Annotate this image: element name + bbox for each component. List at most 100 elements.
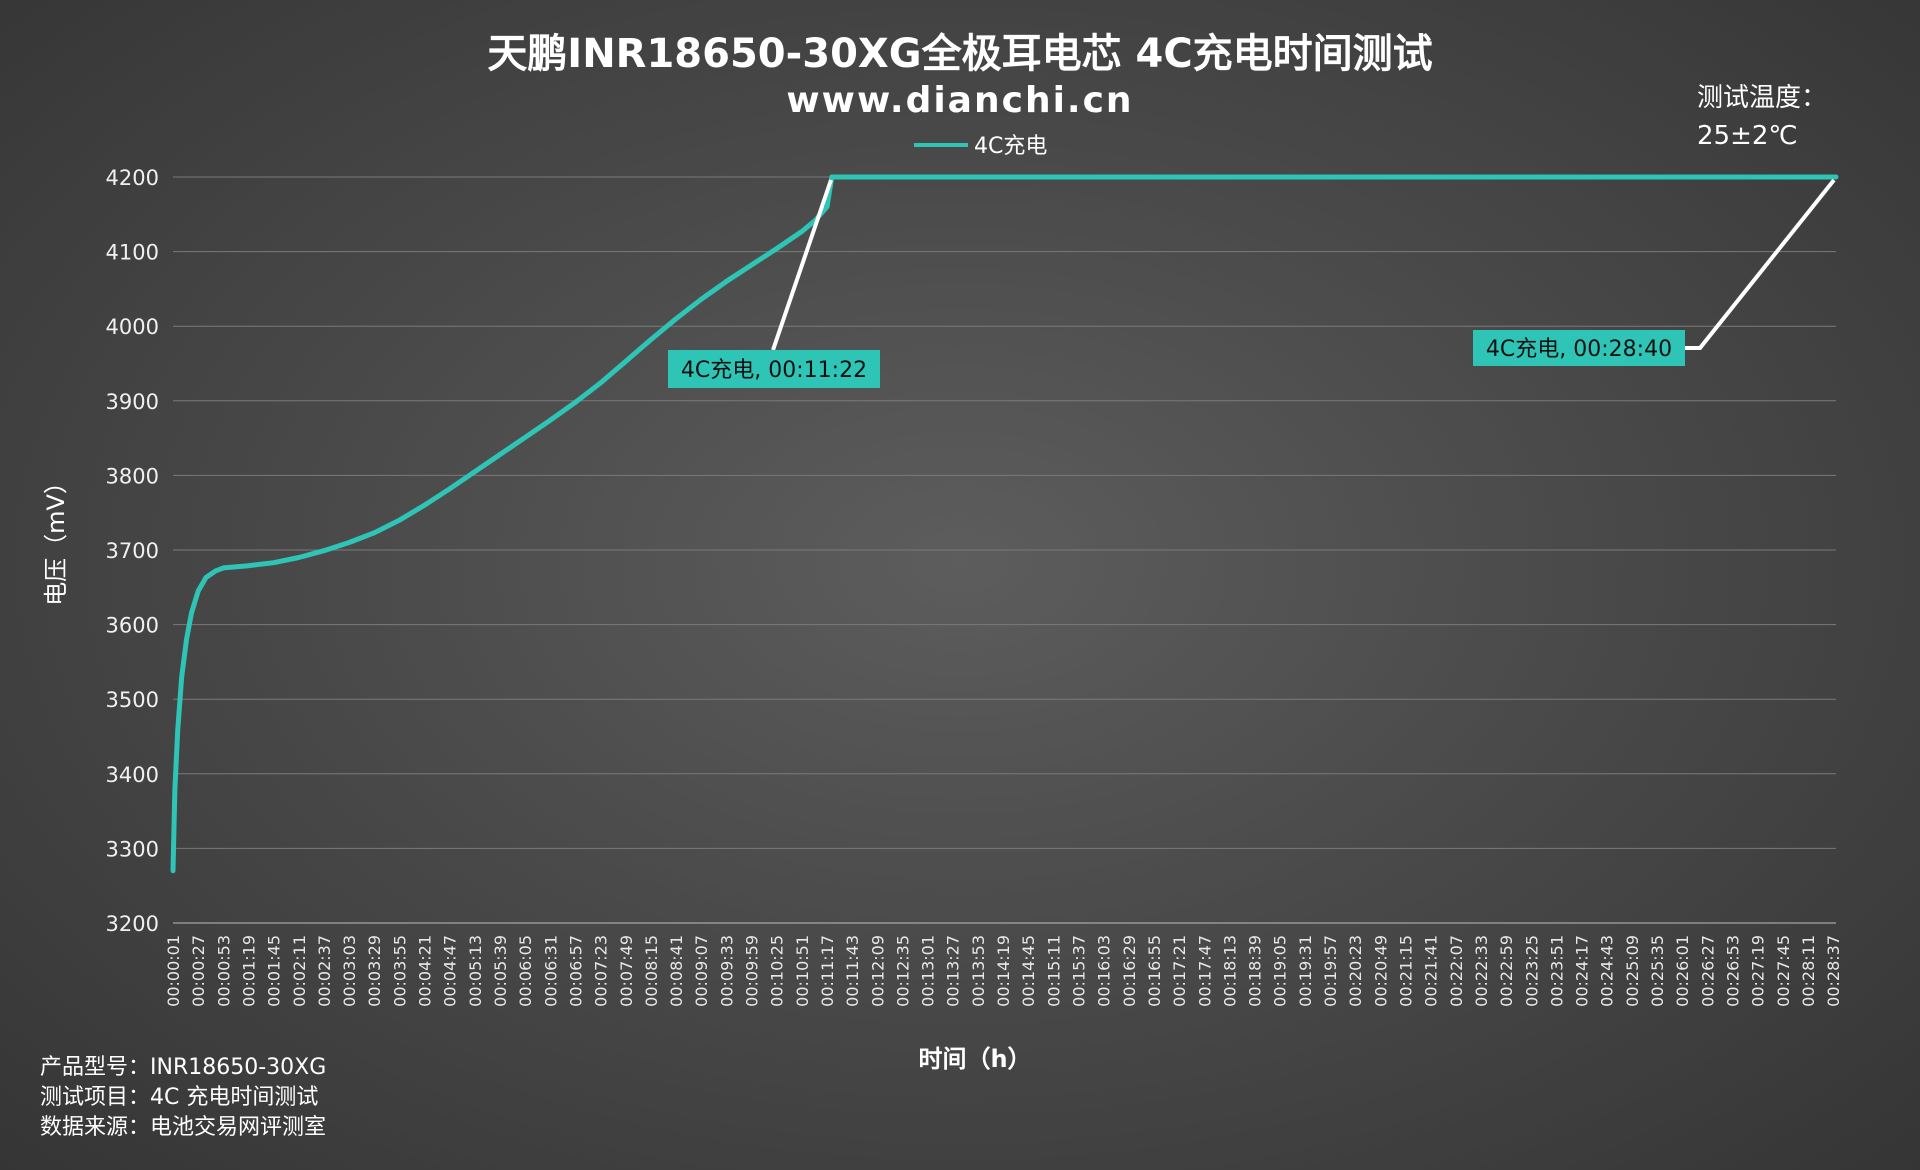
- temperature-note-label: 测试温度：: [1697, 83, 1827, 113]
- x-tick-label: 00:07:49: [617, 935, 636, 1007]
- x-tick-label: 00:15:11: [1044, 935, 1063, 1007]
- x-tick-label: 00:13:27: [944, 935, 963, 1007]
- x-tick-label: 00:04:47: [441, 935, 460, 1007]
- x-tick-label: 00:17:47: [1195, 935, 1214, 1007]
- x-tick-label: 00:15:37: [1070, 935, 1089, 1007]
- footnote-test-item: 测试项目：4C 充电时间测试: [40, 1085, 318, 1110]
- grid: [173, 176, 1836, 924]
- y-tick-label: 3600: [106, 614, 159, 638]
- series-group: [170, 174, 1839, 874]
- x-tick-label: 00:19:31: [1296, 935, 1315, 1007]
- x-tick-label: 00:18:39: [1246, 935, 1265, 1007]
- x-tick-label: 00:05:13: [466, 935, 485, 1007]
- x-tick-label: 00:21:15: [1396, 935, 1415, 1007]
- y-tick-label: 3200: [106, 912, 159, 936]
- x-tick-label: 00:07:23: [592, 935, 611, 1007]
- x-tick-label: 00:03:55: [390, 935, 409, 1007]
- footnote-source: 数据来源：电池交易网评测室: [40, 1115, 326, 1140]
- y-tick-label: 4000: [106, 315, 159, 339]
- chart-title: 天鹏INR18650-30XG全极耳电芯 4C充电时间测试: [487, 31, 1432, 77]
- y-tick-label: 3900: [106, 390, 159, 414]
- legend-label: 4C充电: [974, 134, 1047, 159]
- annotation-leader: [771, 179, 833, 351]
- x-tick-label: 00:02:11: [290, 935, 309, 1007]
- x-tick-label: 00:06:05: [516, 935, 535, 1007]
- x-tick-label: 00:13:53: [969, 935, 988, 1007]
- x-tick-label: 00:26:53: [1723, 935, 1742, 1007]
- x-tick-label: 00:28:11: [1799, 935, 1818, 1007]
- x-tick-label: 00:22:07: [1447, 935, 1466, 1007]
- x-tick-label: 00:28:37: [1824, 935, 1843, 1007]
- x-tick-label: 00:22:59: [1497, 935, 1516, 1007]
- chart-subtitle: www.dianchi.cn: [786, 80, 1133, 121]
- x-tick-label: 00:00:27: [189, 935, 208, 1007]
- x-tick-label: 00:16:03: [1095, 935, 1114, 1007]
- x-tick-label: 00:20:49: [1371, 935, 1390, 1007]
- x-tick-label: 00:12:09: [868, 935, 887, 1007]
- x-tick-label: 00:09:33: [717, 935, 736, 1007]
- y-tick-label: 4100: [106, 241, 159, 265]
- x-tick-label: 00:08:41: [667, 935, 686, 1007]
- x-axis-label: 时间（h）: [918, 1045, 1031, 1073]
- x-tick-label: 00:03:03: [340, 935, 359, 1007]
- y-tick-label: 3700: [106, 539, 159, 563]
- x-tick-label: 00:27:45: [1774, 935, 1793, 1007]
- x-tick-label: 00:12:35: [893, 935, 912, 1007]
- y-tick-label: 3300: [106, 837, 159, 861]
- x-tick-label: 00:20:23: [1346, 935, 1365, 1007]
- x-tick-label: 00:23:51: [1547, 935, 1566, 1007]
- x-tick-label: 00:27:19: [1749, 935, 1768, 1007]
- annotation-leader: [1685, 178, 1836, 350]
- x-axis: 00:00:01 00:00:27 00:00:53 00:01:19 00:01:45…: [164, 935, 1843, 1007]
- x-tick-label: 00:26:27: [1698, 935, 1717, 1007]
- y-axis-label: 电压（mV）: [42, 470, 70, 606]
- annotation-label: 4C充电, 00:28:40: [1486, 337, 1672, 362]
- x-tick-label: 00:00:53: [214, 935, 233, 1007]
- annotation-label: 4C充电, 00:11:22: [681, 358, 867, 383]
- x-tick-label: 00:23:25: [1522, 935, 1541, 1007]
- x-tick-label: 00:26:01: [1673, 935, 1692, 1007]
- y-axis: 3200 3300 3400 3500 3600 3700 3800 3900 4000 4100…: [106, 166, 159, 936]
- x-tick-label: 00:09:07: [692, 935, 711, 1007]
- footnotes: 产品型号：INR18650-30XG 测试项目：4C 充电时间测试 数据来源：电…: [40, 1055, 326, 1140]
- temperature-note: 测试温度： 25±2℃: [1697, 83, 1827, 151]
- x-tick-label: 00:10:51: [793, 935, 812, 1007]
- x-tick-label: 00:01:19: [239, 935, 258, 1007]
- x-tick-label: 00:04:21: [416, 935, 435, 1007]
- x-tick-label: 00:24:17: [1573, 935, 1592, 1007]
- x-tick-label: 00:01:45: [265, 935, 284, 1007]
- x-tick-label: 00:09:59: [743, 935, 762, 1007]
- x-tick-label: 00:05:39: [491, 935, 510, 1007]
- footnote-model: 产品型号：INR18650-30XG: [40, 1055, 326, 1080]
- series-line: [170, 174, 1839, 874]
- x-tick-label: 00:16:55: [1145, 935, 1164, 1007]
- x-tick-label: 00:11:43: [843, 935, 862, 1007]
- x-tick-label: 00:08:15: [642, 935, 661, 1007]
- x-tick-label: 00:06:57: [566, 935, 585, 1007]
- x-tick-label: 00:22:33: [1472, 935, 1491, 1007]
- x-tick-label: 00:14:19: [994, 935, 1013, 1007]
- x-tick-label: 00:19:57: [1321, 935, 1340, 1007]
- y-tick-label: 3400: [106, 763, 159, 787]
- annotations: 4C充电, 00:11:22 4C充电, 00:28:40: [668, 178, 1836, 388]
- legend: 4C充电: [914, 134, 1047, 159]
- x-tick-label: 00:02:37: [315, 935, 334, 1007]
- x-tick-label: 00:24:43: [1598, 935, 1617, 1007]
- x-tick-label: 00:19:05: [1271, 935, 1290, 1007]
- annotation-box: [1473, 330, 1685, 366]
- x-tick-label: 00:03:29: [365, 935, 384, 1007]
- x-tick-label: 00:11:17: [818, 935, 837, 1007]
- x-tick-label: 00:18:13: [1220, 935, 1239, 1007]
- temperature-note-value: 25±2℃: [1697, 121, 1798, 151]
- annotation-box: [668, 350, 880, 388]
- x-tick-label: 00:00:01: [164, 935, 183, 1007]
- y-tick-label: 4200: [106, 166, 159, 190]
- x-tick-label: 00:25:09: [1623, 935, 1642, 1007]
- y-tick-label: 3800: [106, 464, 159, 488]
- x-tick-label: 00:16:29: [1120, 935, 1139, 1007]
- x-tick-label: 00:13:01: [919, 935, 938, 1007]
- y-tick-label: 3500: [106, 688, 159, 712]
- x-tick-label: 00:17:21: [1170, 935, 1189, 1007]
- x-tick-label: 00:06:31: [541, 935, 560, 1007]
